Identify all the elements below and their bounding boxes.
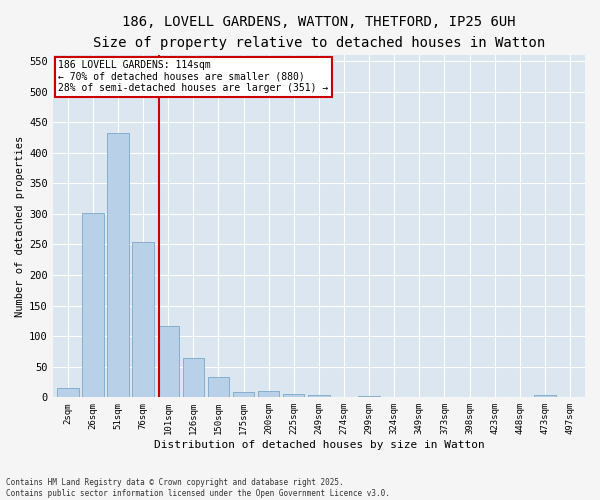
Bar xyxy=(534,395,556,398)
Bar xyxy=(358,396,380,398)
Text: Contains HM Land Registry data © Crown copyright and database right 2025.
Contai: Contains HM Land Registry data © Crown c… xyxy=(6,478,390,498)
Bar xyxy=(283,394,304,398)
Y-axis label: Number of detached properties: Number of detached properties xyxy=(15,136,25,317)
Bar xyxy=(158,326,179,398)
Bar xyxy=(182,358,204,398)
Bar xyxy=(133,242,154,398)
Bar xyxy=(57,388,79,398)
Bar xyxy=(308,396,329,398)
Bar xyxy=(82,212,104,398)
Bar xyxy=(107,133,129,398)
Bar xyxy=(258,390,280,398)
Title: 186, LOVELL GARDENS, WATTON, THETFORD, IP25 6UH
Size of property relative to det: 186, LOVELL GARDENS, WATTON, THETFORD, I… xyxy=(93,15,545,50)
X-axis label: Distribution of detached houses by size in Watton: Distribution of detached houses by size … xyxy=(154,440,484,450)
Bar xyxy=(208,377,229,398)
Text: 186 LOVELL GARDENS: 114sqm
← 70% of detached houses are smaller (880)
28% of sem: 186 LOVELL GARDENS: 114sqm ← 70% of deta… xyxy=(58,60,328,94)
Bar xyxy=(233,392,254,398)
